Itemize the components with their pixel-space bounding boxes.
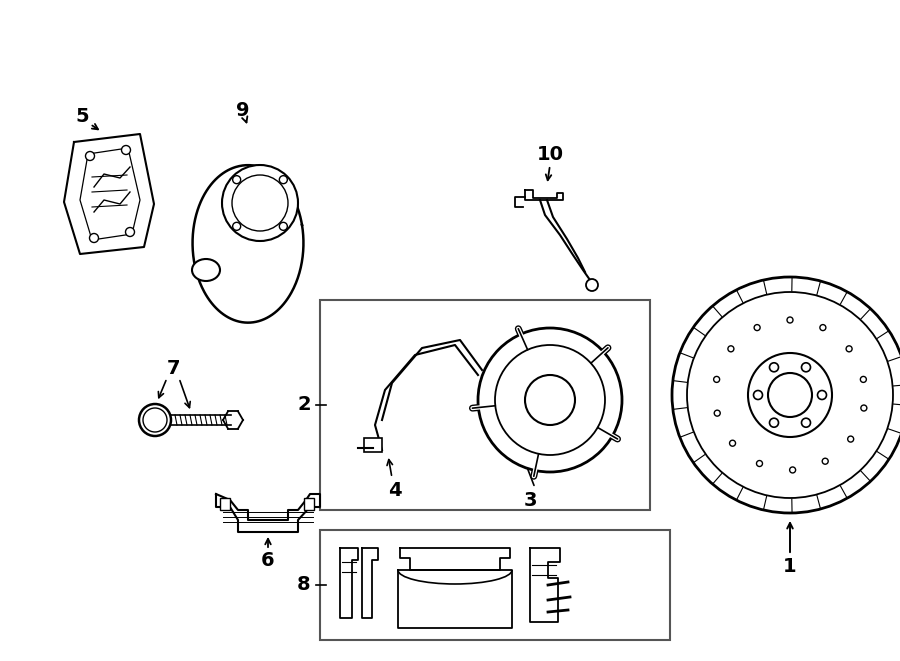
Circle shape	[125, 227, 134, 237]
Polygon shape	[530, 548, 560, 622]
Circle shape	[748, 353, 832, 437]
Circle shape	[86, 151, 94, 161]
Text: 1: 1	[783, 557, 796, 576]
Circle shape	[787, 317, 793, 323]
Circle shape	[279, 176, 287, 184]
Circle shape	[478, 328, 622, 472]
Circle shape	[848, 436, 854, 442]
Text: 2: 2	[297, 395, 310, 414]
Circle shape	[122, 145, 130, 155]
Circle shape	[802, 363, 811, 371]
Circle shape	[233, 176, 240, 184]
Bar	[364, 438, 382, 452]
Text: 8: 8	[297, 576, 310, 594]
Circle shape	[846, 346, 852, 352]
Text: 10: 10	[536, 145, 563, 165]
Circle shape	[753, 391, 762, 399]
Circle shape	[861, 405, 867, 411]
Circle shape	[860, 376, 867, 383]
Circle shape	[89, 233, 98, 243]
Ellipse shape	[139, 404, 171, 436]
Circle shape	[789, 467, 796, 473]
Polygon shape	[398, 570, 512, 628]
Circle shape	[495, 345, 605, 455]
Bar	[320, 530, 670, 640]
Circle shape	[586, 279, 598, 291]
Circle shape	[279, 222, 287, 230]
Polygon shape	[362, 548, 378, 618]
Text: 7: 7	[166, 358, 180, 377]
Text: 6: 6	[261, 551, 274, 570]
Circle shape	[757, 461, 762, 467]
Polygon shape	[64, 134, 154, 254]
Polygon shape	[340, 548, 358, 618]
Bar	[304, 498, 314, 510]
Circle shape	[715, 410, 720, 416]
Circle shape	[222, 165, 298, 241]
Circle shape	[770, 418, 778, 427]
Text: 9: 9	[236, 100, 250, 120]
Polygon shape	[193, 165, 303, 323]
Circle shape	[768, 373, 812, 417]
Text: 5: 5	[76, 108, 89, 126]
Circle shape	[823, 458, 828, 464]
Circle shape	[728, 346, 733, 352]
Circle shape	[770, 363, 778, 371]
Circle shape	[817, 391, 826, 399]
Circle shape	[525, 375, 575, 425]
Circle shape	[233, 222, 240, 230]
Bar	[220, 498, 230, 510]
Circle shape	[730, 440, 735, 446]
Ellipse shape	[192, 259, 220, 281]
Circle shape	[802, 418, 811, 427]
Circle shape	[754, 325, 760, 330]
Circle shape	[672, 277, 900, 513]
Bar	[320, 300, 650, 510]
Polygon shape	[525, 190, 563, 200]
Circle shape	[714, 376, 720, 383]
Polygon shape	[216, 494, 320, 532]
Circle shape	[232, 175, 288, 231]
Circle shape	[820, 325, 826, 330]
Text: 3: 3	[523, 490, 536, 510]
Text: 4: 4	[388, 481, 401, 500]
Polygon shape	[400, 548, 510, 570]
Circle shape	[687, 292, 893, 498]
